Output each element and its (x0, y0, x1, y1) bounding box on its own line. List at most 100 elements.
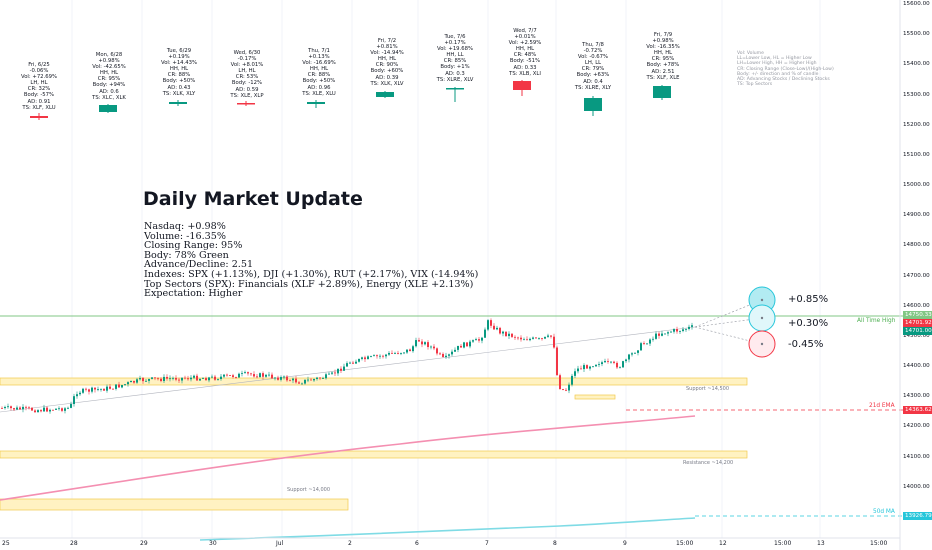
intraday-candle (160, 378, 162, 382)
update-line: Advance/Decline: 2.51 (144, 259, 254, 271)
intraday-candle (424, 342, 426, 345)
trend-line (0, 326, 696, 413)
daily-candle (30, 116, 48, 118)
intraday-candle (64, 408, 66, 411)
update-line: Nasdaq: +0.98% (144, 221, 226, 232)
daily-candle (307, 102, 325, 104)
intraday-candle (19, 407, 21, 410)
intraday-candle (661, 333, 663, 336)
intraday-candle (667, 332, 669, 334)
legend-entry: TS: Top Sectors (737, 82, 773, 88)
intraday-candle (154, 377, 156, 379)
ema21-label: 21d EMA (869, 403, 895, 409)
intraday-candle (403, 352, 405, 354)
intraday-candle (472, 340, 474, 342)
intraday-candle (595, 364, 597, 367)
intraday-candle (463, 342, 465, 348)
intraday-candle (601, 362, 603, 365)
update-line: Top Sectors (SPX): Financials (XLF +2.89… (144, 278, 474, 290)
intraday-candle (499, 327, 501, 334)
intraday-candle (514, 336, 516, 338)
intraday-candle (331, 372, 333, 374)
support-14500-label: Support ~14,500 (686, 386, 730, 392)
intraday-candle (211, 376, 213, 378)
date-tick-label: 25 (2, 540, 10, 547)
intraday-candle (379, 355, 381, 357)
intraday-candle (319, 377, 321, 379)
daily-stat-block: Mon, 6/28 +0.98% Vol: -42.65% HH, HL CR:… (92, 52, 126, 101)
intraday-candle (394, 352, 396, 354)
intraday-candle (325, 374, 327, 379)
intraday-candle (520, 337, 522, 340)
intraday-candle (133, 380, 135, 383)
intraday-candle (94, 387, 96, 390)
intraday-candle (352, 362, 354, 364)
intraday-candle (61, 408, 63, 411)
intraday-candle (313, 379, 315, 381)
legend-entry: AD: Advancing Stocks / Declining Stocks (737, 77, 830, 83)
daily-stat-block: Thu, 7/1 +0.13% Vol: -16.69% HH, HL CR: … (302, 48, 336, 97)
intraday-candle (577, 368, 579, 372)
intraday-candle (415, 340, 417, 347)
update-line: Volume: -16.35% (144, 230, 226, 242)
intraday-candle (604, 360, 606, 363)
legend-entry: Vol: Volume (737, 51, 764, 56)
intraday-candle (232, 375, 234, 377)
intraday-candle (85, 388, 87, 390)
intraday-candle (226, 374, 228, 376)
support-zone-14000 (0, 498, 349, 511)
intraday-candle (151, 377, 153, 379)
intraday-candle (589, 366, 591, 369)
date-tick-label: 29 (140, 540, 148, 547)
intraday-candle (214, 376, 216, 380)
intraday-candle (583, 365, 585, 370)
intraday-candle (109, 386, 111, 389)
intraday-candle (208, 377, 210, 381)
intraday-candle (412, 346, 414, 352)
intraday-candle (616, 362, 618, 368)
intraday-candle (418, 340, 420, 342)
price-tick-label: 15100.00 (903, 151, 930, 158)
daily-stat-block: Thu, 7/8 -0.72% Vol: -0.67% LH, LL CR: 7… (574, 42, 612, 91)
intraday-candle (43, 407, 45, 412)
daily-candle (584, 98, 602, 111)
intraday-candle (610, 361, 612, 363)
intraday-candle (355, 361, 357, 364)
daily-stat-block: Fri, 7/9 +0.98% Vol: -16.35% HH, HL CR: … (646, 32, 680, 81)
intraday-candle (172, 377, 174, 379)
price-tick-label: 14500.00 (903, 332, 930, 339)
intraday-candle (538, 338, 540, 340)
intraday-candle (346, 363, 348, 367)
intraday-candle (55, 408, 57, 410)
intraday-candle (148, 378, 150, 381)
intraday-candle (400, 352, 402, 354)
intraday-candle (646, 343, 648, 345)
ath-label: All Time High (857, 318, 896, 324)
intraday-candle (442, 353, 444, 357)
update-line: Indexes: SPX (+1.13%), DJI (+1.30%), RUT… (144, 268, 479, 280)
date-tick-label: 30 (209, 540, 217, 547)
intraday-candle (202, 378, 204, 379)
projection-up-large-label: +0.85% (788, 294, 829, 305)
intraday-candle (628, 354, 630, 360)
intraday-candle (361, 357, 363, 359)
intraday-candle (409, 349, 411, 352)
update-line: Closing Range: 95% (144, 240, 243, 252)
price-tick-label: 15300.00 (903, 91, 930, 98)
intraday-candle (283, 376, 285, 378)
intraday-candle (307, 379, 309, 381)
intraday-candle (451, 351, 453, 355)
ema-price-tag: 14363.62 (903, 406, 932, 414)
daily-stat-block: Tue, 6/29 +0.19% Vol: +14.43% HH, HL CR:… (160, 48, 198, 97)
intraday-candle (664, 333, 666, 335)
grid-lines (71, 0, 821, 538)
intraday-candle (529, 338, 531, 341)
intraday-candle (4, 406, 6, 409)
intraday-candle (496, 327, 498, 330)
intraday-candle (157, 378, 159, 380)
intraday-candle (310, 379, 312, 381)
resistance-14200-label: Resistance ~14,200 (683, 460, 734, 466)
intraday-candle (607, 360, 609, 362)
intraday-candle (223, 374, 225, 377)
